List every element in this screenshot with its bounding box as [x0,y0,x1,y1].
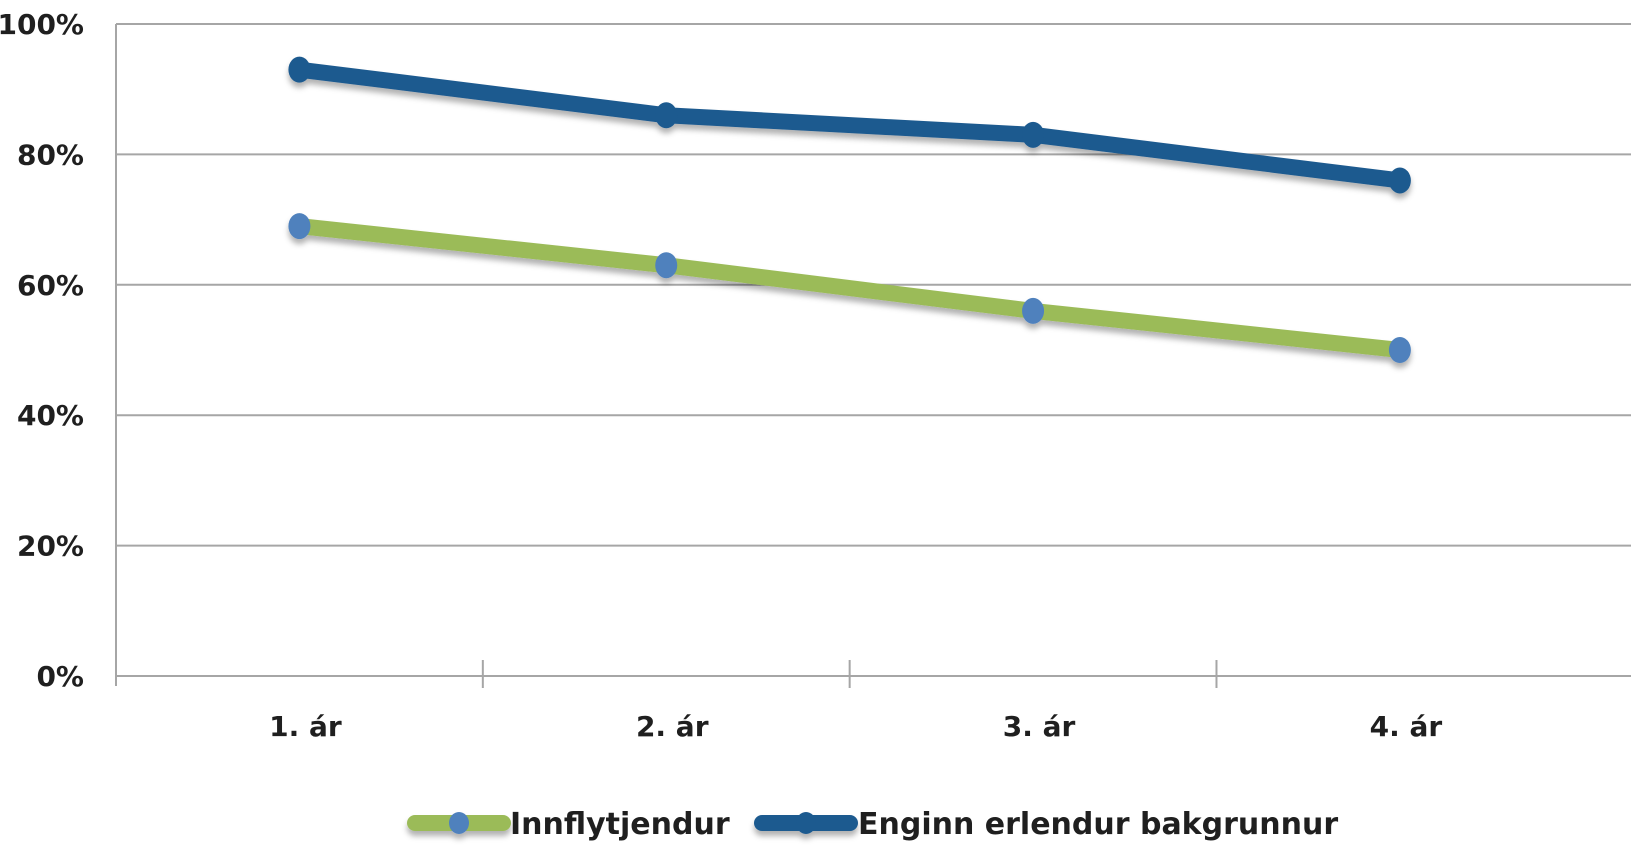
y-tick-label: 100% [0,8,84,41]
legend-item: Innflytjendur [407,807,730,842]
data-point [1022,121,1045,148]
legend-swatch [754,812,858,834]
x-tick-label: 2. ár [636,710,709,743]
legend-swatch [407,812,511,834]
y-tick-label: 40% [17,399,84,432]
legend: Innflytjendur Enginn erlendur bakgrunnur [407,807,1338,842]
series-lines [288,56,1411,363]
data-point [655,252,678,279]
y-axis-tick-labels: 0% 20% 40% 60% 80% 100% [0,8,84,693]
data-point [1388,167,1411,194]
x-tick-label: 3. ár [1003,710,1076,743]
legend-swatch-marker [796,812,816,834]
data-point [1388,337,1411,363]
series-line [291,61,1408,189]
series-line [291,218,1408,358]
data-point [288,56,311,83]
legend-swatch-marker [449,812,469,834]
y-tick-label: 60% [17,269,84,302]
data-point [655,102,678,129]
legend-label: Innflytjendur [510,807,730,842]
data-point [1022,297,1045,324]
y-tick-label: 80% [17,138,84,171]
legend-item: Enginn erlendur bakgrunnur [754,807,1338,842]
legend-label: Enginn erlendur bakgrunnur [858,807,1338,842]
series-2 [288,56,1411,194]
series-1 [288,213,1411,363]
x-tick-label: 4. ár [1370,710,1443,743]
y-tick-label: 20% [17,530,84,563]
x-tick-label: 1. ár [269,710,342,743]
axes [115,24,1631,688]
data-point [288,213,311,240]
x-axis-tick-labels: 1. ár 2. ár 3. ár 4. ár [269,710,1442,743]
y-tick-label: 0% [36,660,84,693]
